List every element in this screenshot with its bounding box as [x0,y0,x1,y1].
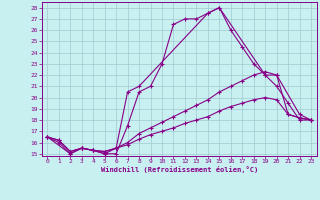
X-axis label: Windchill (Refroidissement éolien,°C): Windchill (Refroidissement éolien,°C) [100,166,258,173]
